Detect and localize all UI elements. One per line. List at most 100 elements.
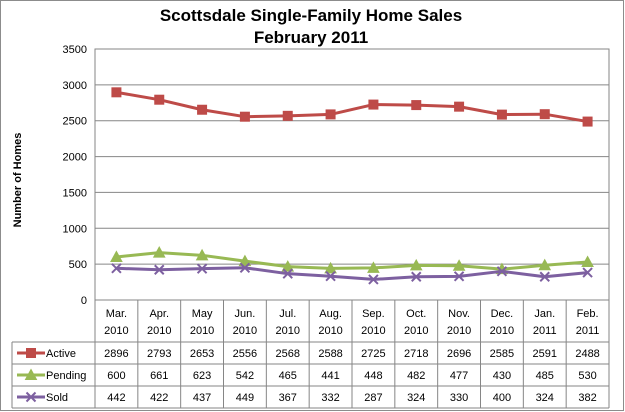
data-point xyxy=(282,268,293,279)
table-value-cell: 449 xyxy=(236,392,254,404)
data-point xyxy=(324,261,337,274)
data-point xyxy=(239,262,251,274)
table-value-cell: 287 xyxy=(364,392,382,404)
data-point xyxy=(411,100,422,111)
table-value-cell: 400 xyxy=(493,392,511,404)
y-tick-label: 1000 xyxy=(63,223,87,235)
y-tick-label: 3000 xyxy=(63,80,87,92)
data-point xyxy=(325,109,336,120)
data-point xyxy=(282,110,293,121)
data-point xyxy=(111,87,122,98)
table-value-cell: 2793 xyxy=(147,348,171,360)
table-value-cell: 482 xyxy=(407,370,425,382)
table-value-cell: 542 xyxy=(236,370,254,382)
x-category-label-year: 2010 xyxy=(104,325,128,337)
x-category-label-month: Oct. xyxy=(406,308,426,320)
x-category-label-year: 2010 xyxy=(276,325,300,337)
data-point xyxy=(26,348,36,358)
table-value-cell: 330 xyxy=(450,392,468,404)
data-point xyxy=(24,368,38,380)
x-category-label-month: May xyxy=(192,308,213,320)
data-point xyxy=(111,263,122,274)
table-value-cell: 600 xyxy=(107,370,125,382)
data-point xyxy=(239,111,250,122)
x-category-label-month: Jan. xyxy=(534,308,555,320)
data-point xyxy=(367,261,380,273)
x-category-label-year: 2010 xyxy=(490,325,514,337)
data-point xyxy=(238,254,252,267)
x-category-label-year: 2010 xyxy=(318,325,342,337)
data-point xyxy=(411,271,422,282)
table-value-cell: 661 xyxy=(150,370,168,382)
data-point xyxy=(195,248,209,261)
table-value-cell: 448 xyxy=(364,370,382,382)
data-point xyxy=(368,99,379,110)
table-value-cell: 422 xyxy=(150,392,168,404)
table-value-cell: 2896 xyxy=(104,348,128,360)
table-value-cell: 623 xyxy=(193,370,211,382)
x-category-label-year: 2010 xyxy=(361,325,385,337)
plot-area-border xyxy=(94,48,610,301)
table-value-cell: 442 xyxy=(107,392,125,404)
data-point xyxy=(409,258,423,271)
x-category-label-year: 2010 xyxy=(447,325,471,337)
table-value-cell: 324 xyxy=(407,392,425,404)
table-value-cell: 332 xyxy=(321,392,339,404)
x-category-label-year: 2010 xyxy=(404,325,428,337)
x-category-label-month: Apr. xyxy=(149,308,169,320)
table-value-cell: 2718 xyxy=(404,348,428,360)
data-point xyxy=(196,263,208,274)
series-active xyxy=(111,87,593,127)
x-category-label-month: Jul. xyxy=(279,308,296,320)
x-category-label-month: Feb. xyxy=(577,308,599,320)
y-tick-label: 2500 xyxy=(63,116,87,128)
table-value-cell: 2568 xyxy=(276,348,300,360)
legend-series-name: Pending xyxy=(46,370,86,382)
table-value-cell: 465 xyxy=(279,370,297,382)
x-category-label-month: Mar. xyxy=(106,308,127,320)
table-value-cell: 324 xyxy=(536,392,554,404)
x-category-label-year: 2010 xyxy=(233,325,257,337)
x-category-label-year: 2010 xyxy=(147,325,171,337)
y-tick-label: 0 xyxy=(81,295,87,307)
x-category-label-year: 2011 xyxy=(576,325,600,337)
table-value-cell: 2653 xyxy=(190,348,214,360)
data-point xyxy=(154,264,165,275)
y-tick-label: 500 xyxy=(69,259,87,271)
table-value-cell: 430 xyxy=(493,370,511,382)
series-sold xyxy=(111,262,593,285)
data-point xyxy=(454,101,465,112)
x-category-label-month: Nov. xyxy=(448,308,470,320)
table-value-cell: 2488 xyxy=(575,348,599,360)
table-value-cell: 2585 xyxy=(490,348,514,360)
x-category-label-month: Dec. xyxy=(491,308,514,320)
table-value-cell: 2556 xyxy=(233,348,257,360)
x-category-label-year: 2010 xyxy=(190,325,214,337)
table-value-cell: 437 xyxy=(193,392,211,404)
data-point xyxy=(152,246,166,258)
data-point xyxy=(154,94,165,105)
table-value-cell: 2588 xyxy=(318,348,342,360)
data-point xyxy=(539,271,550,282)
series-line xyxy=(116,90,588,124)
chart-title: Scottsdale Single-Family Home Sales xyxy=(159,6,463,25)
data-point xyxy=(581,255,594,267)
x-category-label-month: Jun. xyxy=(235,308,256,320)
data-point xyxy=(582,116,593,127)
table-value-cell: 2725 xyxy=(361,348,385,360)
legend-series-name: Active xyxy=(46,348,76,360)
table-value-cell: 530 xyxy=(578,370,596,382)
data-point xyxy=(25,391,37,403)
y-tick-label: 2000 xyxy=(63,152,87,164)
data-point xyxy=(496,109,507,120)
data-point xyxy=(582,267,593,278)
data-point xyxy=(110,250,123,262)
table-value-cell: 485 xyxy=(536,370,554,382)
x-category-label-month: Aug. xyxy=(319,308,342,320)
data-point xyxy=(539,109,550,120)
table-value-cell: 477 xyxy=(450,370,468,382)
table-value-cell: 382 xyxy=(578,392,596,404)
data-point xyxy=(496,266,508,277)
x-category-label-month: Sep. xyxy=(362,308,385,320)
